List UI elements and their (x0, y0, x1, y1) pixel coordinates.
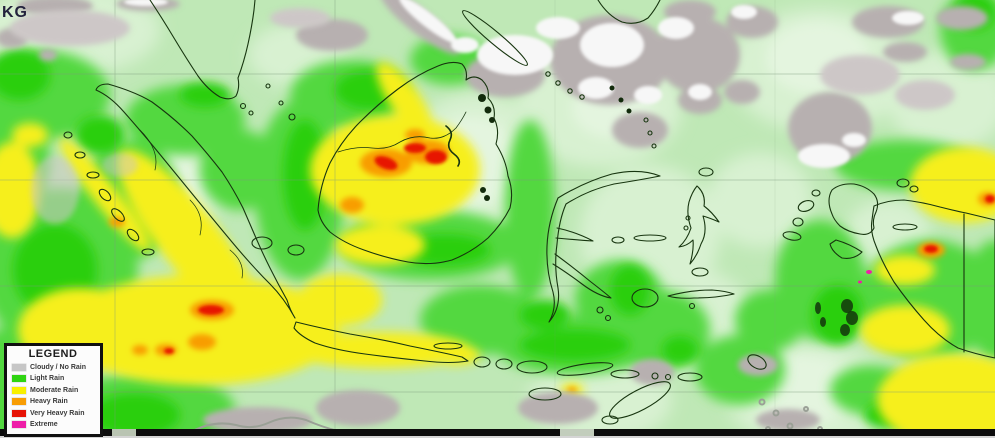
legend-item-label: Moderate Rain (30, 386, 79, 394)
legend-title: LEGEND (28, 348, 78, 360)
cloud-light-gray-layer (10, 8, 955, 224)
legend-item: Very Heavy Rain (12, 408, 100, 419)
coastlines-layer (63, 0, 995, 425)
coast-papua-body (870, 199, 995, 359)
coast-java (293, 321, 469, 364)
watermark-text: KG (2, 4, 28, 21)
legend-swatch (12, 421, 26, 429)
coast-sulawesi (546, 170, 661, 323)
legend-swatch (12, 363, 26, 371)
map-bottom-frame (0, 429, 995, 438)
legend-panel: LEGEND Cloudy / No Rain Light Rain Moder… (4, 343, 103, 437)
legend-item: Heavy Rain (12, 397, 100, 408)
moderate-rain-layer (0, 62, 995, 438)
extreme-rain-layer (858, 270, 872, 284)
legend-swatch (12, 409, 26, 417)
cloud-white-layer (124, 0, 924, 168)
legend-swatch (12, 386, 26, 394)
legend-item-label: Extreme (30, 421, 58, 429)
coast-sumatra (95, 83, 296, 319)
legend-item: Light Rain (12, 374, 100, 385)
coast-papua-head (828, 183, 879, 235)
legend-item: Moderate Rain (12, 385, 100, 396)
legend-item-label: Light Rain (30, 375, 65, 383)
legend-item: Extreme (12, 420, 100, 431)
legend-item: Cloudy / No Rain (12, 362, 100, 373)
legend-swatch (12, 398, 26, 406)
very-heavy-rain-layer (164, 143, 995, 354)
legend-item-label: Very Heavy Rain (30, 409, 85, 417)
legend-items: Cloudy / No Rain Light Rain Moderate Rai… (12, 362, 100, 430)
legend-item-label: Heavy Rain (30, 398, 68, 406)
australia-coast-layer (192, 398, 823, 432)
legend-swatch (12, 375, 26, 383)
coast-malay-peninsula (149, 0, 256, 100)
island-speckles-layer (478, 85, 858, 336)
legend-item-label: Cloudy / No Rain (30, 363, 86, 371)
